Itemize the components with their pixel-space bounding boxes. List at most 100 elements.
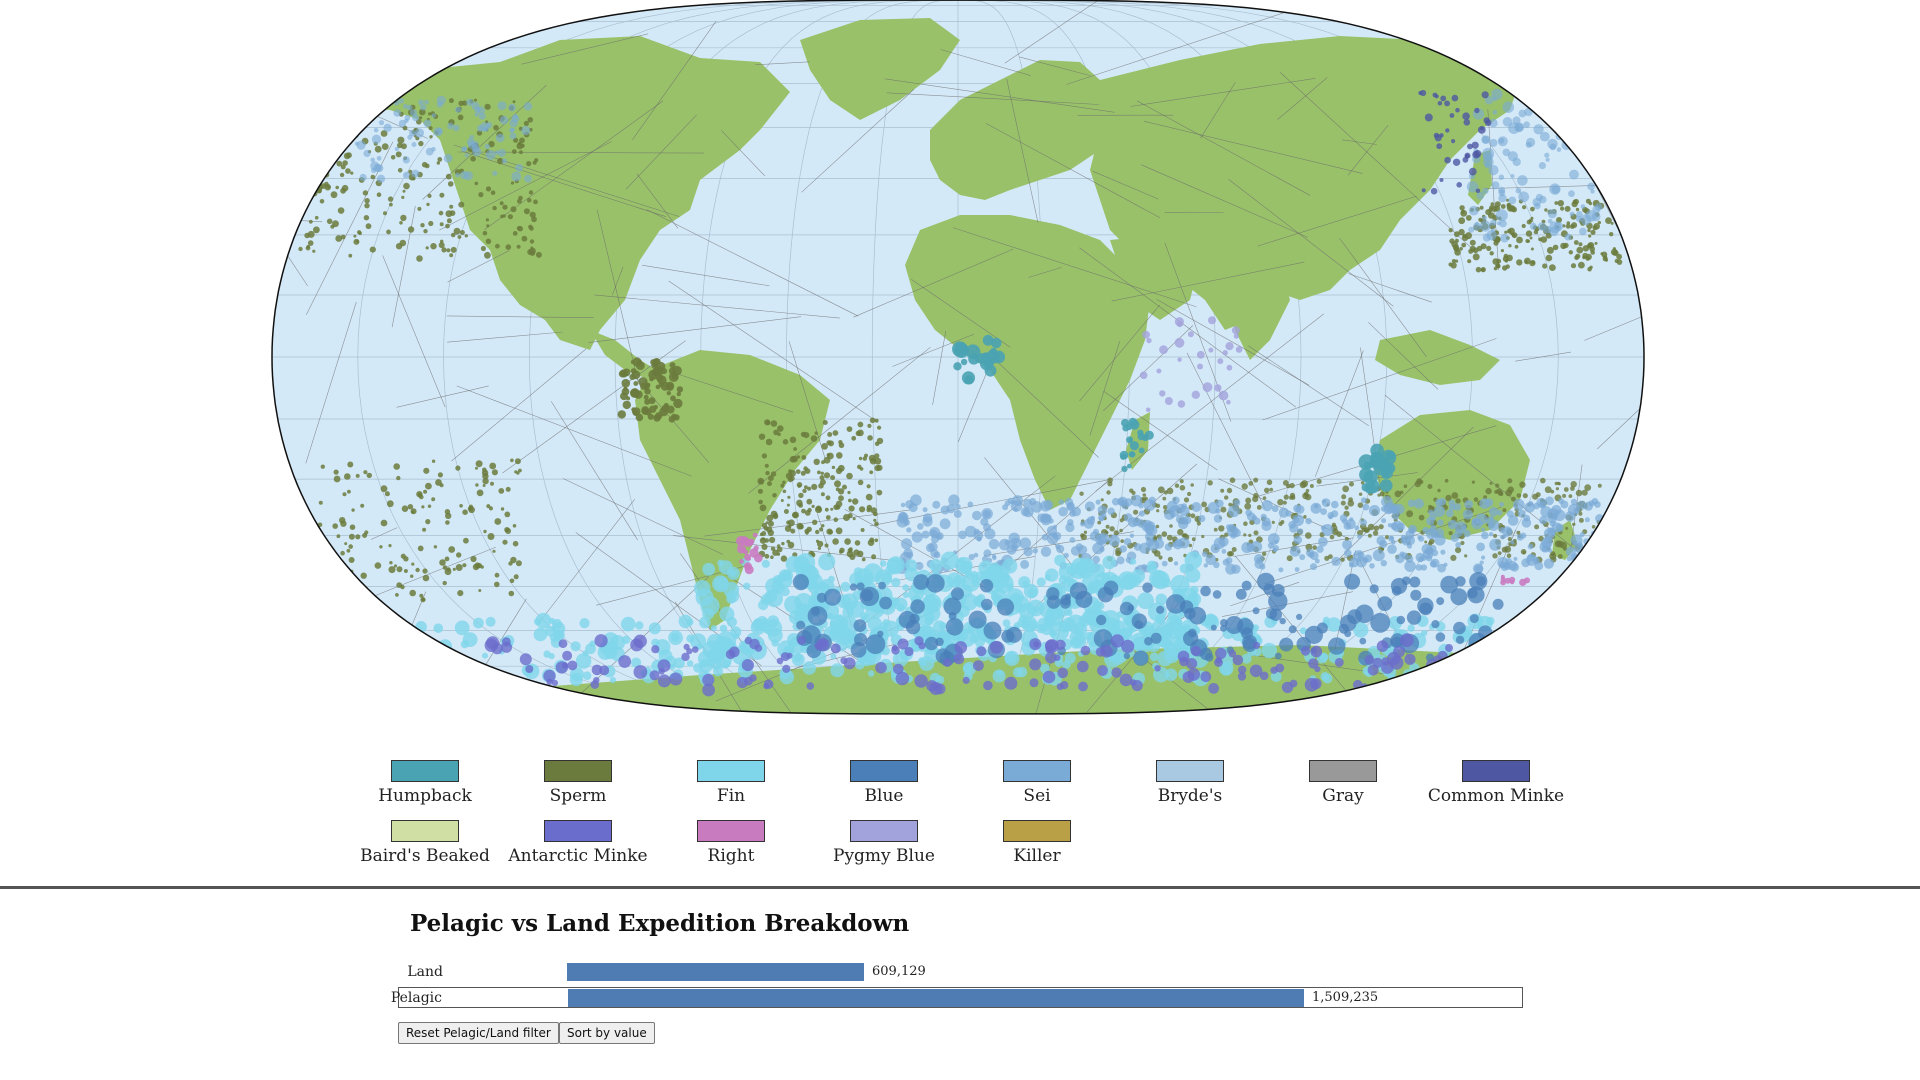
sighting-point	[533, 199, 538, 205]
sighting-point	[668, 630, 683, 646]
sighting-point	[509, 132, 517, 140]
sort-by-value-button[interactable]: Sort by value	[559, 1022, 655, 1044]
sighting-point	[1017, 618, 1026, 628]
continent-africa	[905, 215, 1150, 510]
sighting-point	[1290, 495, 1296, 500]
sighting-point	[1595, 146, 1604, 154]
sighting-point	[1518, 109, 1527, 118]
sighting-point	[409, 129, 416, 137]
sighting-point	[626, 396, 631, 401]
reset-filter-button[interactable]: Reset Pelagic/Land filter	[398, 1022, 559, 1044]
sighting-point	[1227, 551, 1233, 557]
sighting-point	[1060, 594, 1071, 606]
sighting-point	[1510, 174, 1515, 178]
bar-land[interactable]	[567, 963, 864, 981]
sighting-point	[622, 400, 631, 410]
sighting-point	[1111, 497, 1120, 506]
sighting-point	[1544, 152, 1550, 158]
sighting-point	[1331, 556, 1341, 567]
expedition-track	[911, 278, 1011, 348]
bar-row-pelagic[interactable]: Pelagic 1,509,235	[391, 987, 1523, 1008]
sighting-point	[1596, 540, 1602, 547]
expedition-track	[305, 301, 357, 464]
sighting-point	[1370, 451, 1383, 464]
sighting-point	[439, 192, 445, 198]
sighting-point	[1186, 658, 1198, 670]
sighting-point	[594, 634, 608, 648]
sighting-point	[301, 201, 307, 207]
bar-row-land[interactable]: Land 609,129	[398, 962, 1523, 983]
sighting-point	[1588, 234, 1592, 238]
sighting-point	[1308, 658, 1319, 669]
sighting-point	[1481, 531, 1489, 540]
sighting-point	[1471, 480, 1475, 484]
legend-item-antarctic-minke[interactable]: Antarctic Minke	[503, 820, 653, 866]
sighting-point	[765, 438, 773, 446]
sighting-point	[1190, 483, 1194, 487]
sighting-point	[699, 658, 713, 673]
legend-item-sei[interactable]: Sei	[962, 760, 1112, 806]
sighting-point	[1580, 204, 1586, 209]
sighting-point	[1476, 670, 1485, 678]
sighting-point	[841, 593, 858, 611]
world-map[interactable]	[0, 0, 1920, 730]
sighting-point	[422, 527, 427, 532]
sighting-point	[922, 507, 928, 513]
expedition-track	[997, 362, 1099, 458]
sighting-point	[366, 472, 372, 479]
legend-item-killer[interactable]: Killer	[962, 820, 1112, 866]
sighting-point	[1529, 222, 1537, 230]
sighting-point	[1481, 555, 1486, 560]
bar-pelagic[interactable]	[568, 989, 1304, 1007]
sighting-point	[1469, 572, 1488, 591]
sighting-point	[482, 230, 488, 236]
sighting-point	[466, 669, 473, 677]
sighting-point	[395, 243, 403, 250]
sighting-point	[1455, 107, 1460, 113]
sighting-point	[501, 641, 513, 653]
sighting-point	[363, 215, 370, 221]
legend-item-common-minke[interactable]: Common Minke	[1421, 760, 1571, 806]
sighting-point	[1455, 498, 1461, 504]
continent-asia	[1090, 36, 1520, 330]
sighting-point	[1187, 491, 1192, 497]
sighting-point	[323, 112, 328, 117]
legend-item-right[interactable]: Right	[656, 820, 806, 866]
legend-item-bryde-s[interactable]: Bryde's	[1115, 760, 1265, 806]
sighting-point	[1492, 109, 1498, 115]
sighting-point	[445, 520, 450, 525]
sighting-point	[631, 657, 642, 668]
sighting-point	[620, 616, 636, 632]
legend-item-gray[interactable]: Gray	[1268, 760, 1418, 806]
sighting-point	[713, 666, 724, 677]
sighting-point	[335, 185, 340, 190]
legend-item-sperm[interactable]: Sperm	[503, 760, 653, 806]
sighting-point	[1603, 255, 1608, 260]
sighting-point	[836, 452, 843, 459]
sighting-point	[1506, 198, 1510, 202]
legend-swatch	[1003, 820, 1071, 842]
sighting-point	[1501, 546, 1508, 553]
map-canvas[interactable]	[0, 0, 1920, 730]
legend-item-blue[interactable]: Blue	[809, 760, 959, 806]
legend-item-baird-s-beaked[interactable]: Baird's Beaked	[350, 820, 500, 866]
sighting-point	[822, 420, 828, 425]
expedition-track	[447, 250, 510, 283]
legend-item-humpback[interactable]: Humpback	[350, 760, 500, 806]
sighting-point	[363, 115, 370, 122]
legend-item-fin[interactable]: Fin	[656, 760, 806, 806]
sighting-point	[1454, 231, 1460, 238]
sighting-point	[401, 505, 409, 512]
sighting-point	[830, 663, 845, 678]
legend-item-pygmy-blue[interactable]: Pygmy Blue	[809, 820, 959, 866]
sighting-point	[766, 514, 774, 522]
expedition-track	[1130, 78, 1316, 107]
sighting-point	[1516, 530, 1521, 535]
sighting-point	[523, 102, 533, 111]
expedition-track	[461, 150, 667, 217]
sighting-point	[1527, 543, 1534, 550]
sighting-point	[1555, 487, 1559, 491]
expedition-track	[788, 341, 826, 459]
sighting-point	[509, 578, 515, 584]
sighting-point	[1092, 555, 1100, 564]
